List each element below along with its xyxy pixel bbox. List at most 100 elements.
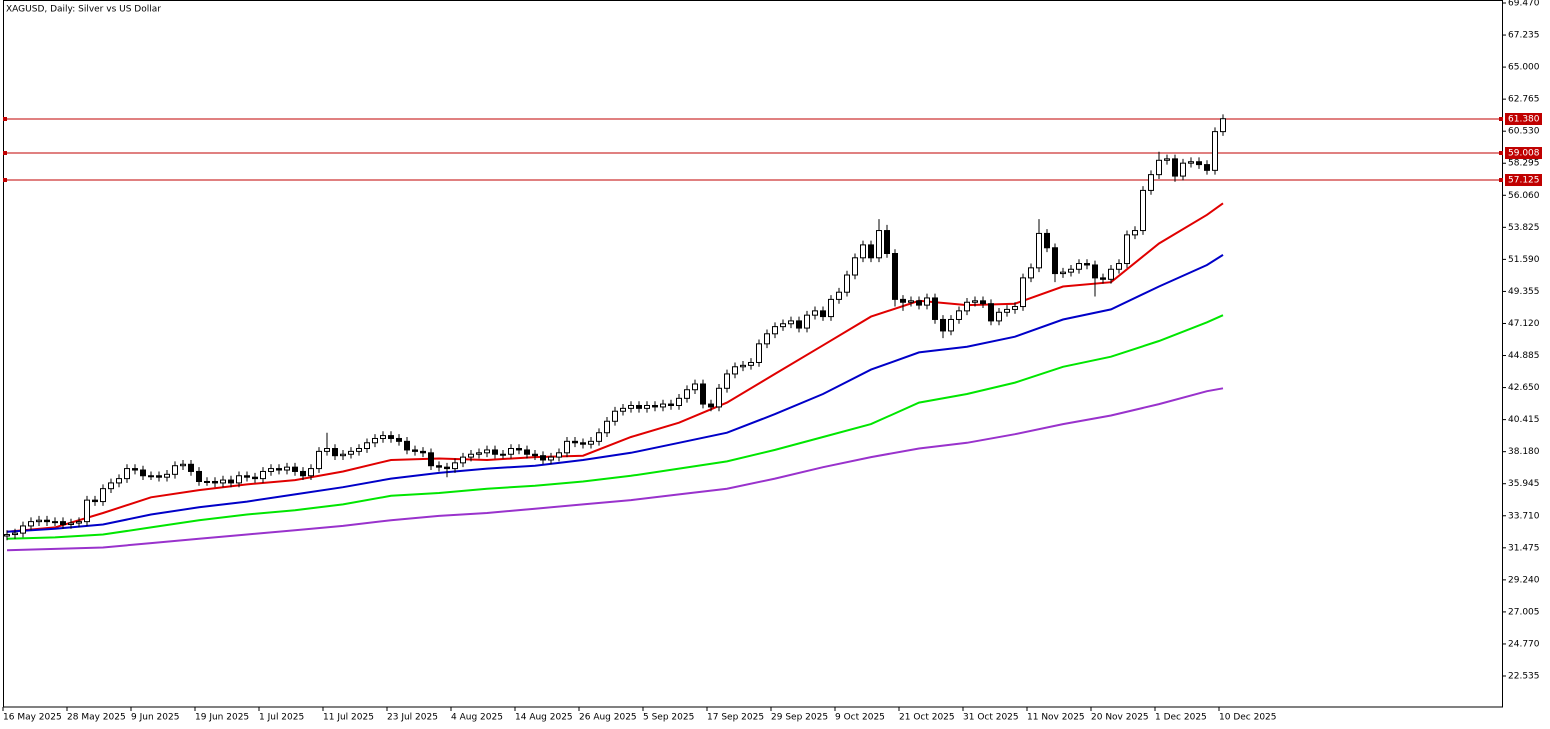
candle-body [236, 475, 242, 484]
moving-average-line [6, 202, 1224, 533]
candle-body [964, 301, 970, 312]
level-handle [1499, 117, 1503, 122]
candle-body [604, 420, 610, 434]
candle-body [1084, 263, 1090, 266]
candle-body [764, 333, 770, 345]
candle-body [1060, 271, 1066, 275]
candle-body [948, 318, 954, 332]
x-tick-label: 9 Oct 2025 [835, 713, 885, 723]
candle-body [76, 521, 82, 524]
candle-body [580, 442, 586, 445]
candle-body [276, 468, 282, 471]
candle-body [724, 373, 730, 389]
candle-body [36, 519, 42, 523]
candle-body [844, 274, 850, 293]
y-tick-label: 65.000 [1508, 63, 1540, 73]
y-tick-label: 35.945 [1508, 479, 1540, 489]
candle-body [1188, 161, 1194, 164]
candle-body [956, 310, 962, 320]
candle-body [268, 468, 274, 472]
candle-body [1100, 277, 1106, 280]
candle-body [980, 300, 986, 305]
candle-body [452, 462, 458, 470]
candle-body [292, 466, 298, 472]
candle-body [1052, 247, 1058, 275]
candle-body [620, 407, 626, 412]
candle-body [988, 303, 994, 322]
candle-body [1068, 268, 1074, 273]
level-label-box [1505, 174, 1542, 187]
x-tick-label: 31 Oct 2025 [963, 713, 1019, 723]
candle-body [444, 466, 450, 470]
level-handle [3, 178, 7, 183]
candle-body [372, 437, 378, 444]
candle-body [828, 298, 834, 318]
x-tick-label: 11 Jul 2025 [323, 713, 374, 723]
candle-body [1020, 277, 1026, 308]
candle-body [908, 300, 914, 303]
candle-body [220, 479, 226, 484]
candle-body [524, 449, 530, 455]
candle-body [172, 465, 178, 475]
candle-body [332, 448, 338, 457]
candle-body [100, 488, 106, 503]
x-tick-label: 11 Nov 2025 [1027, 713, 1085, 723]
candle-body [588, 440, 594, 445]
candle-body [1124, 234, 1130, 265]
level-handle [1499, 151, 1503, 156]
candle-body [628, 404, 634, 409]
y-tick-label: 22.535 [1508, 671, 1540, 681]
x-tick-label: 29 Sep 2025 [771, 713, 828, 723]
candle-body [508, 448, 514, 455]
x-tick-label: 10 Dec 2025 [1219, 713, 1277, 723]
candle-body [804, 314, 810, 329]
candle-body [540, 455, 546, 461]
candle-body [196, 470, 202, 482]
candle-body [52, 521, 58, 524]
candle-body [676, 397, 682, 406]
y-tick-label: 40.415 [1508, 415, 1540, 425]
candle-body [940, 318, 946, 332]
x-tick-label: 1 Jul 2025 [259, 713, 304, 723]
level-label: 61.380 [1508, 115, 1540, 125]
candle-body [900, 298, 906, 303]
candle-body [812, 310, 818, 316]
y-tick-label: 42.650 [1508, 383, 1540, 393]
x-tick-label: 21 Oct 2025 [899, 713, 955, 723]
level-label-box [1505, 147, 1542, 160]
candle-body [1092, 264, 1098, 279]
candle-body [1164, 158, 1170, 161]
candle-body [140, 469, 146, 477]
y-tick-label: 53.825 [1508, 223, 1540, 233]
candle-body [1116, 263, 1122, 270]
candle-body [1196, 161, 1202, 166]
y-tick-label: 44.885 [1508, 351, 1540, 361]
level-label: 59.008 [1508, 149, 1540, 159]
x-tick-label: 5 Sep 2025 [643, 713, 694, 723]
candle-body [60, 521, 66, 526]
level-handle [3, 151, 7, 156]
candle-body [868, 244, 874, 259]
moving-average-line [6, 314, 1224, 540]
x-tick-label: 16 May 2025 [3, 713, 62, 723]
candle-body [876, 230, 882, 259]
candle-body [836, 291, 842, 300]
x-tick-label: 19 Jun 2025 [195, 713, 249, 723]
candle-body [420, 450, 426, 454]
x-tick-label: 1 Dec 2025 [1155, 713, 1207, 723]
candle-body [116, 478, 122, 484]
candle-body [340, 453, 346, 457]
level-handle [1499, 178, 1503, 183]
candle-body [564, 440, 570, 454]
candle-body [748, 361, 754, 366]
moving-average-line [6, 387, 1224, 552]
candle-body [1204, 164, 1210, 171]
candle-body [84, 499, 90, 523]
candle-body [476, 452, 482, 455]
candle-body [204, 480, 210, 483]
candle-body [228, 479, 234, 484]
candle-body [1028, 267, 1034, 279]
candle-body [972, 300, 978, 303]
candle-body [284, 466, 290, 471]
candle-body [556, 452, 562, 458]
